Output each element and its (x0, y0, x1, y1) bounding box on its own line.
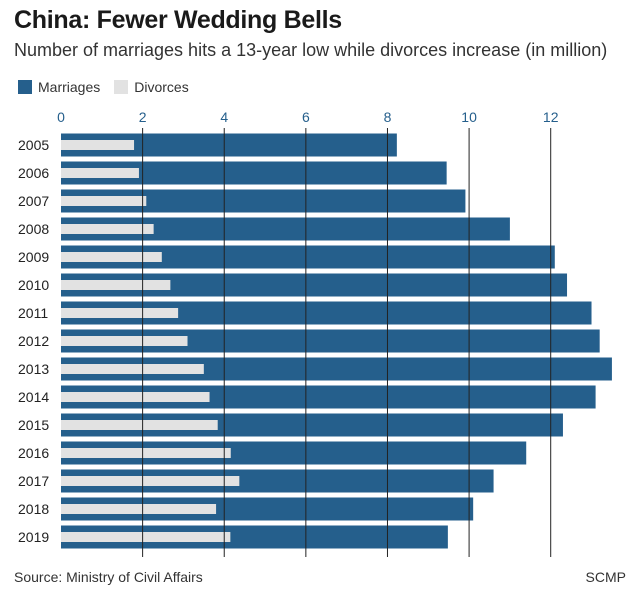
legend-label-marriages: Marriages (38, 79, 101, 95)
bar-marriages-2015 (61, 413, 563, 437)
legend-item-marriages: Marriages (18, 79, 100, 95)
bar-divorces-2013 (61, 364, 204, 374)
bar-marriages-2009 (61, 245, 555, 269)
bar-divorces-2012 (61, 336, 188, 346)
category-label-2007: 2007 (18, 193, 49, 209)
bar-marriages-2019 (61, 525, 448, 549)
category-label-2019: 2019 (18, 529, 49, 545)
bar-marriages-2016 (61, 441, 527, 465)
bar-divorces-2005 (61, 140, 135, 150)
legend-item-divorces: Divorces (114, 79, 189, 95)
legend-label-divorces: Divorces (134, 79, 189, 95)
category-label-2008: 2008 (18, 221, 49, 237)
category-label-2017: 2017 (18, 473, 49, 489)
category-label-2010: 2010 (18, 277, 49, 293)
bar-marriages-2008 (61, 217, 510, 241)
bar-marriages-2017 (61, 469, 494, 493)
legend-swatch-marriages (18, 80, 32, 94)
x-tick-label-8: 8 (384, 109, 392, 125)
bar-marriages-2014 (61, 385, 596, 409)
bar-marriages-2018 (61, 497, 474, 521)
bar-marriages-2010 (61, 273, 568, 297)
bar-divorces-2016 (61, 448, 231, 458)
bar-divorces-2011 (61, 308, 179, 318)
chart-subtitle: Number of marriages hits a 13-year low w… (14, 40, 608, 60)
x-tick-label-4: 4 (220, 109, 228, 125)
category-label-2011: 2011 (18, 305, 48, 321)
category-label-2005: 2005 (18, 137, 49, 153)
category-label-2009: 2009 (18, 249, 49, 265)
category-label-2012: 2012 (18, 333, 49, 349)
x-tick-label-10: 10 (461, 109, 477, 125)
x-tick-label-2: 2 (139, 109, 147, 125)
category-label-2018: 2018 (18, 501, 49, 517)
x-tick-label-12: 12 (543, 109, 559, 125)
bar-marriages-2012 (61, 329, 600, 353)
x-tick-label-6: 6 (302, 109, 310, 125)
bar-marriages-2013 (61, 357, 612, 381)
bar-divorces-2017 (61, 476, 240, 486)
bar-divorces-2009 (61, 252, 162, 262)
category-label-2015: 2015 (18, 417, 49, 433)
bar-marriages-2006 (61, 161, 447, 185)
bar-divorces-2007 (61, 196, 147, 206)
bar-marriages-2011 (61, 301, 592, 325)
category-label-2016: 2016 (18, 445, 49, 461)
bar-divorces-2006 (61, 168, 139, 178)
bar-divorces-2014 (61, 392, 210, 402)
bar-divorces-2015 (61, 420, 218, 430)
category-label-2006: 2006 (18, 165, 49, 181)
bar-marriages-2005 (61, 133, 397, 157)
source-note: Source: Ministry of Civil Affairs (14, 569, 203, 585)
bar-marriages-2007 (61, 189, 466, 213)
chart-title: China: Fewer Wedding Bells (14, 6, 342, 34)
bar-divorces-2010 (61, 280, 171, 290)
bar-divorces-2008 (61, 224, 154, 234)
credit-label: SCMP (585, 569, 626, 585)
legend-swatch-divorces (114, 80, 129, 94)
category-label-2013: 2013 (18, 361, 49, 377)
legend: Marriages Divorces (18, 79, 203, 95)
x-tick-label-0: 0 (57, 109, 65, 125)
category-label-2014: 2014 (18, 389, 49, 405)
bar-divorces-2018 (61, 504, 217, 514)
bar-divorces-2019 (61, 532, 231, 542)
